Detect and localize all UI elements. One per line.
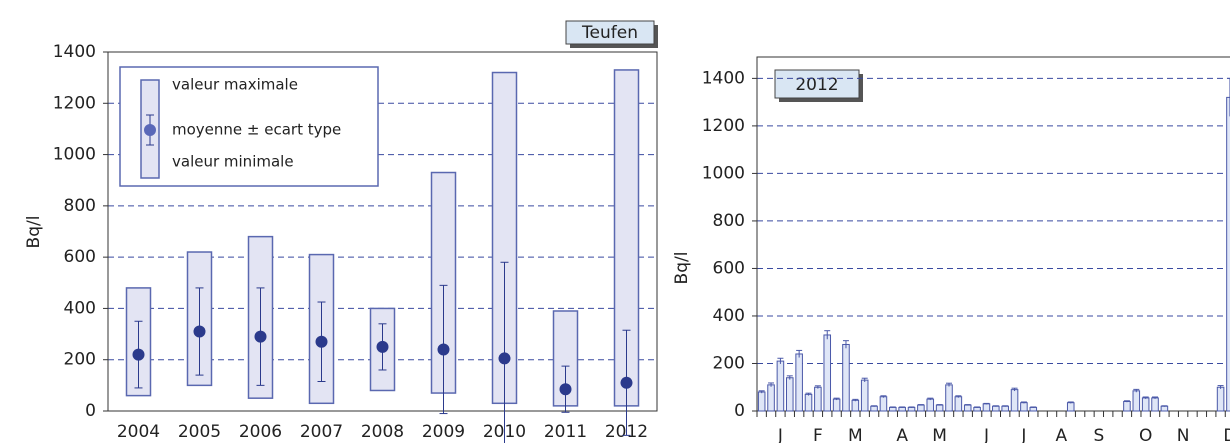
- y-tick-label: 1400: [53, 42, 96, 62]
- y-tick-label: 1000: [53, 145, 96, 165]
- x-tick-label: J: [1020, 426, 1026, 443]
- legend-label: moyenne ± ecart type: [172, 121, 341, 139]
- bar: [851, 399, 860, 412]
- bar: [954, 396, 963, 412]
- x-tick-label: 2008: [361, 422, 404, 442]
- bar: [945, 384, 953, 412]
- bar: [889, 406, 897, 412]
- y-tick-label: 1400: [702, 68, 745, 88]
- bar: [1141, 397, 1150, 412]
- y-tick-label: 400: [713, 306, 745, 326]
- mean-dot: [559, 383, 572, 396]
- legend-label: valeur maximale: [172, 76, 298, 94]
- bar: [786, 377, 794, 412]
- bar: [1010, 389, 1019, 412]
- mean-dot: [498, 352, 511, 365]
- bar: [1216, 386, 1225, 412]
- bar: [860, 379, 869, 412]
- bar: [823, 334, 832, 412]
- x-tick-label: A: [1056, 426, 1068, 443]
- bar: [926, 398, 935, 412]
- bar: [870, 405, 878, 412]
- bar: [907, 406, 916, 412]
- x-tick-label: J: [983, 426, 989, 443]
- x-tick-label: A: [896, 426, 908, 443]
- mean-dot: [315, 335, 328, 348]
- bar: [973, 406, 981, 412]
- x-tick-label: 2011: [544, 422, 587, 442]
- x-tick-label: 2005: [178, 422, 221, 442]
- mean-dot: [193, 325, 206, 338]
- bar: [842, 343, 850, 412]
- mean-dot: [620, 376, 633, 389]
- annotation-box: [565, 20, 655, 45]
- mean-dot: [132, 348, 145, 361]
- bar: [917, 404, 925, 412]
- y-tick-label: 1200: [702, 116, 745, 136]
- bar: [804, 393, 813, 412]
- legend-label: valeur minimale: [172, 153, 294, 171]
- annotation: Teufen: [581, 23, 638, 43]
- x-tick-label: 2009: [422, 422, 465, 442]
- bar: [1123, 400, 1131, 412]
- x-tick-label: D: [1223, 426, 1230, 443]
- bar: [1066, 402, 1075, 412]
- bar: [963, 404, 972, 412]
- annotation-box: [774, 69, 860, 99]
- range-box: [369, 307, 396, 392]
- x-tick-label: F: [813, 426, 823, 443]
- x-tick-label: O: [1139, 426, 1152, 443]
- x-tick-label: 2006: [239, 422, 282, 442]
- legend: [119, 66, 379, 187]
- y-axis-label: Bq/l: [672, 252, 692, 285]
- bar: [795, 353, 803, 412]
- y-tick-label: 0: [85, 401, 96, 421]
- bar: [757, 391, 766, 412]
- bar: [879, 396, 888, 412]
- bar: [935, 404, 944, 412]
- bar: [992, 405, 1000, 412]
- x-tick-label: S: [1093, 426, 1104, 443]
- y-tick-label: 1000: [702, 163, 745, 183]
- y-tick-label: 800: [713, 211, 745, 231]
- y-axis-label: Bq/l: [24, 216, 44, 249]
- x-tick-label: M: [932, 426, 947, 443]
- bar: [1001, 405, 1009, 412]
- mean-dot: [437, 343, 450, 356]
- bar: [776, 360, 785, 412]
- y-tick-label: 200: [713, 353, 745, 373]
- y-tick-label: 1200: [53, 93, 96, 113]
- annotation: 2012: [795, 75, 838, 95]
- bar: [1151, 397, 1159, 412]
- bar: [832, 398, 841, 412]
- bar: [1132, 390, 1141, 412]
- plot-frame: [107, 51, 658, 412]
- x-tick-label: J: [777, 426, 783, 443]
- y-tick-label: 400: [64, 298, 96, 318]
- y-tick-label: 800: [64, 196, 96, 216]
- bar: [898, 406, 906, 412]
- x-tick-label: 2007: [300, 422, 343, 442]
- bar: [1029, 406, 1038, 412]
- bar: [767, 384, 775, 412]
- bar: [814, 386, 822, 412]
- y-tick-label: 0: [734, 401, 745, 421]
- bar: [982, 403, 991, 412]
- x-tick-label: M: [848, 426, 863, 443]
- legend-dot: [144, 124, 156, 136]
- mean-dot: [376, 340, 389, 353]
- y-tick-label: 600: [64, 247, 96, 267]
- y-tick-label: 600: [713, 258, 745, 278]
- mean-dot: [254, 330, 267, 343]
- x-tick-label: 2004: [117, 422, 160, 442]
- x-tick-label: N: [1177, 426, 1190, 443]
- bar: [1160, 405, 1169, 412]
- bar: [1020, 402, 1028, 412]
- y-tick-label: 200: [64, 350, 96, 370]
